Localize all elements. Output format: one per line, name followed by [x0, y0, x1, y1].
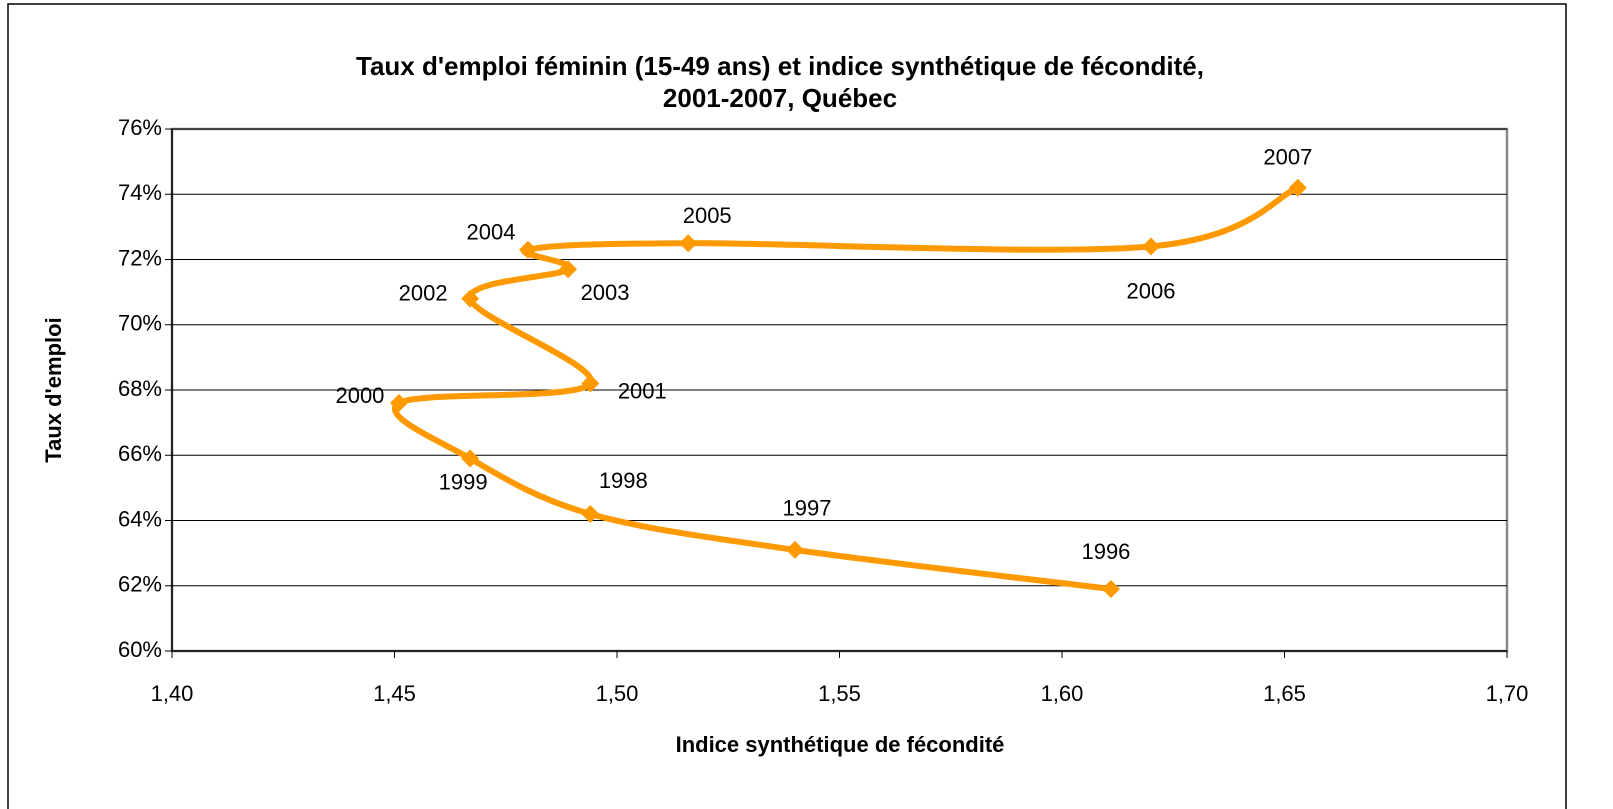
point-label: 2005 [683, 203, 732, 228]
y-tick-label: 62% [118, 572, 162, 597]
marker [581, 504, 600, 523]
chart-title: Taux d'emploi féminin (15-49 ans) et ind… [356, 51, 1204, 81]
x-tick-label: 1,65 [1263, 681, 1306, 706]
chart-title: 2001-2007, Québec [663, 83, 897, 113]
marker [679, 234, 698, 253]
marker [461, 289, 480, 308]
x-tick-label: 1,55 [818, 681, 861, 706]
point-label: 1999 [439, 469, 488, 494]
y-tick-label: 60% [118, 637, 162, 662]
point-label: 1996 [1081, 539, 1130, 564]
marker [461, 449, 480, 468]
series-line [392, 184, 1300, 592]
point-label: 2002 [399, 280, 448, 305]
point-label: 1998 [599, 468, 648, 493]
y-tick-label: 70% [118, 311, 162, 336]
marker [1142, 237, 1160, 256]
point-label: 1997 [783, 496, 832, 521]
point-label: 2004 [467, 220, 516, 245]
marker [1288, 178, 1307, 197]
y-tick-label: 76% [118, 115, 162, 140]
point-label: 2006 [1127, 278, 1176, 303]
point-label: 2000 [335, 383, 384, 408]
y-tick-label: 68% [118, 376, 162, 401]
point-label: 2007 [1263, 145, 1312, 170]
y-tick-label: 74% [118, 180, 162, 205]
marker [1101, 580, 1120, 599]
x-tick-label: 1,45 [373, 681, 416, 706]
marker [581, 374, 600, 393]
y-tick-label: 64% [118, 506, 162, 531]
x-tick-label: 1,60 [1041, 681, 1084, 706]
y-tick-label: 72% [118, 245, 162, 270]
marker [389, 394, 408, 413]
x-tick-label: 1,50 [596, 681, 639, 706]
marker [519, 240, 537, 259]
y-axis-title: Taux d'emploi [41, 317, 66, 462]
point-label: 2001 [618, 378, 667, 403]
marker [559, 260, 578, 279]
x-axis-title: Indice synthétique de fécondité [676, 732, 1005, 757]
y-tick-label: 66% [118, 441, 162, 466]
marker [786, 540, 804, 559]
point-label: 2003 [581, 280, 630, 305]
x-tick-label: 1,40 [151, 681, 194, 706]
x-tick-label: 1,70 [1486, 681, 1529, 706]
